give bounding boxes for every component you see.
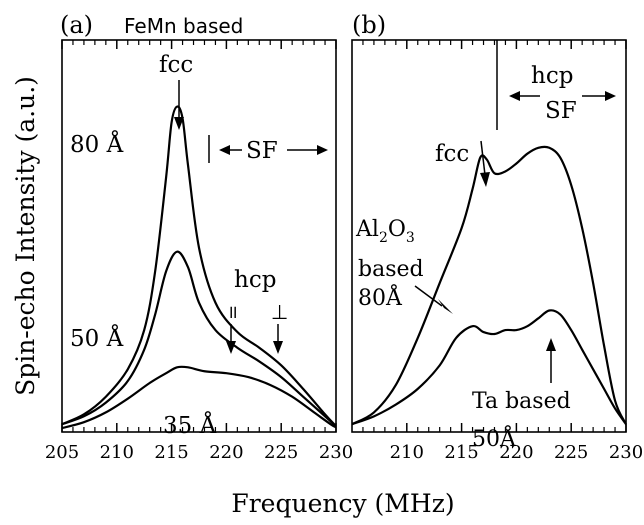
panel-b-al2o3-thickness-label: 80Å (358, 283, 403, 311)
panel-a-parallel-arrow-head (226, 341, 236, 354)
panel-b-x-tick-label: 225 (554, 442, 588, 463)
panel-b: 210 215 220 225 230 (b) hcp SF fcc Al2O3 bas… (351, 11, 643, 463)
panel-b-x-ticks: 210 215 220 225 230 (362, 40, 643, 463)
panel-a-series-line-1 (62, 250, 336, 428)
panel-b-sf-label: SF (545, 98, 577, 124)
panel-a-x-tick-label: 220 (209, 442, 243, 463)
y-axis-label: Spin-echo Intensity (a.u.) (11, 76, 40, 396)
x-axis-label: Frequency (MHz) (231, 489, 454, 518)
panel-b-x-tick-label: 220 (499, 442, 533, 463)
panel-a-sf-label: SF (246, 138, 278, 164)
panel-b-al2o3-label: Al2O3 (355, 217, 415, 246)
panel-b-series-line-1 (352, 309, 626, 426)
panel-a-parallel-symbol: ॥ (227, 302, 238, 323)
panel-b-fcc-arrow-head (480, 172, 490, 187)
panel-b-x-tick-label: 210 (390, 442, 424, 463)
panel-a-x-ticks: 205 210 215 220 225 230 (45, 40, 353, 463)
series-label-50a: 50 Å (70, 324, 124, 352)
panel-a-x-tick-label: 205 (45, 442, 79, 463)
panel-a-frame (61, 39, 337, 433)
panel-b-label: (b) (352, 11, 386, 39)
panel-a-fcc-label: fcc (159, 52, 193, 78)
panel-b-al2o3-arrow-head (438, 299, 453, 314)
panel-b-ta-label: Ta based (472, 389, 571, 414)
panel-b-frame (351, 39, 627, 433)
panel-a-title: FeMn based (124, 14, 243, 38)
series-label-35a: 35 Å (163, 411, 217, 439)
panel-b-sf-arrow-left-head (509, 91, 520, 101)
panel-b-ta-arrow-head (546, 338, 556, 351)
panel-a-sf-arrow-right-head (317, 145, 328, 155)
series-label-80a: 80 Å (70, 130, 124, 158)
panel-a: 205 210 215 220 225 230 (a) FeMn based fcc SF… (45, 11, 353, 463)
panel-a-fcc-arrow-head (174, 117, 184, 130)
panel-a-label: (a) (60, 11, 93, 39)
panel-a-x-tick-label: 210 (100, 442, 134, 463)
panel-b-fcc-arrow (480, 140, 486, 176)
panel-b-x-tick-label: 215 (444, 442, 478, 463)
panel-a-x-tick-label: 215 (154, 442, 188, 463)
panel-a-sf-arrow-left-head (219, 145, 230, 155)
panel-b-al2o3-arrow (414, 285, 443, 307)
panel-b-hcp-label: hcp (531, 63, 573, 89)
panel-b-x-tick-label: 230 (609, 442, 643, 463)
panel-b-fcc-label: fcc (435, 141, 469, 167)
panel-a-x-tick-label: 230 (319, 442, 353, 463)
panel-a-hcp-label: hcp (234, 267, 276, 293)
panel-a-series-line-2 (62, 365, 336, 430)
panel-a-x-tick-label: 225 (264, 442, 298, 463)
panel-b-sf-arrow-right-head (605, 91, 616, 101)
panel-b-series-line-0 (352, 145, 626, 426)
panel-a-perp-symbol: ⊥ (271, 300, 288, 324)
panel-a-perp-arrow-head (273, 341, 283, 354)
panel-b-curves (352, 145, 626, 426)
panel-b-al2o3-based-label: based (358, 257, 424, 282)
panel-b-ta-thickness-label: 50Å (472, 424, 517, 452)
